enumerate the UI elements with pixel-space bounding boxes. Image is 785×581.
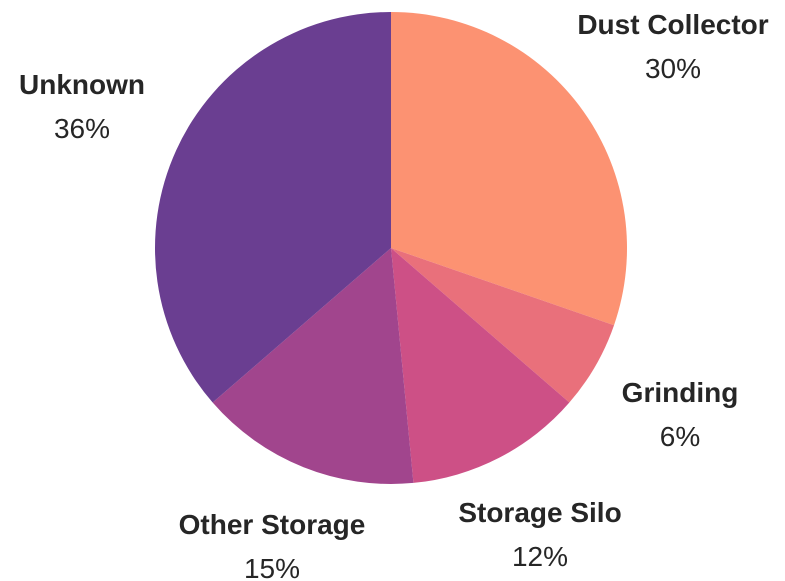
slice-label-other-storage: Other Storage bbox=[179, 509, 366, 540]
slice-value-grinding: 6% bbox=[660, 421, 700, 452]
slice-label-storage-silo: Storage Silo bbox=[458, 497, 621, 528]
pie-labels: Dust Collector 30% Grinding 6% Storage Silo 1… bbox=[19, 9, 769, 581]
pie-slice-other-storage bbox=[212, 248, 414, 484]
slice-label-grinding: Grinding bbox=[622, 377, 739, 408]
slice-value-storage-silo: 12% bbox=[512, 541, 568, 572]
pie-slice-grinding bbox=[391, 248, 615, 403]
slice-label-unknown: Unknown bbox=[19, 69, 145, 100]
slice-value-dust-collector: 30% bbox=[645, 53, 701, 84]
pie-slices bbox=[154, 11, 628, 484]
pie-slice-storage-silo bbox=[391, 248, 570, 483]
slice-label-dust-collector: Dust Collector bbox=[577, 9, 768, 40]
slice-value-other-storage: 15% bbox=[244, 553, 300, 581]
pie-slice-unknown bbox=[154, 11, 391, 403]
slice-value-unknown: 36% bbox=[54, 113, 110, 144]
pie-slice-dust-collector bbox=[391, 12, 628, 326]
